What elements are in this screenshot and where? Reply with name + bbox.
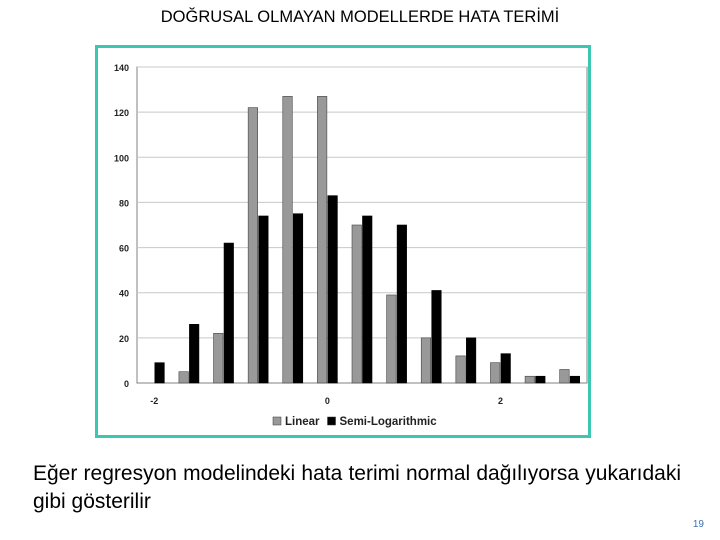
bar-linear xyxy=(455,355,466,384)
y-tick-label: 60 xyxy=(119,244,129,254)
bar-linear xyxy=(317,96,328,384)
bar-linear xyxy=(386,294,397,384)
x-tick-label: -2 xyxy=(150,396,158,406)
bar-linear xyxy=(420,337,432,384)
chart-frame: 0 20 40 60 80 100 120 140 -2 0 2 Linear Semi-Logar… xyxy=(95,45,591,438)
x-tick-label: 0 xyxy=(325,396,330,406)
y-tick-label: 40 xyxy=(119,289,129,299)
y-tick-label: 20 xyxy=(119,334,129,344)
bar-semi-log xyxy=(292,213,304,384)
bar-semi-log xyxy=(223,242,234,384)
x-tick-label: 2 xyxy=(498,396,503,406)
bar-linear xyxy=(213,333,224,384)
bar-linear xyxy=(524,375,535,384)
y-tick-label: 140 xyxy=(114,63,129,73)
bar-semi-log xyxy=(362,215,373,384)
legend-label-linear: Linear xyxy=(285,416,320,428)
bar-semi-log xyxy=(535,375,546,384)
slide-title: DOĞRUSAL OLMAYAN MODELLERDE HATA TERİMİ xyxy=(160,8,560,26)
bar-linear xyxy=(178,371,189,384)
bar-linear xyxy=(247,107,258,384)
bar-semi-log xyxy=(431,290,442,384)
legend-label-semi-log: Semi-Logarithmic xyxy=(340,416,438,428)
page-number: 19 xyxy=(692,519,704,530)
legend-swatch-linear xyxy=(272,416,282,426)
y-tick-label: 0 xyxy=(124,379,129,389)
y-tick-label: 100 xyxy=(114,153,129,163)
bar-semi-log xyxy=(189,324,200,384)
bar-semi-log xyxy=(466,337,477,384)
bar-linear xyxy=(559,369,570,384)
body-text: Eğer regresyon modelindeki hata terimi n… xyxy=(33,462,681,513)
bar-linear xyxy=(351,224,362,384)
bar-semi-log xyxy=(500,353,511,384)
y-tick-label: 120 xyxy=(114,108,129,118)
legend-swatch-semi-log xyxy=(327,416,336,426)
bar-semi-log xyxy=(154,362,165,384)
y-tick-label: 80 xyxy=(119,198,129,208)
bar-linear xyxy=(282,96,293,384)
plot-area xyxy=(136,66,588,384)
bar-semi-log xyxy=(327,195,338,384)
histogram-chart: 0 20 40 60 80 100 120 140 -2 0 2 Linear Semi-Logar… xyxy=(114,63,588,428)
bar-semi-log xyxy=(569,375,580,384)
bar-semi-log xyxy=(396,224,407,384)
bar-linear xyxy=(490,362,501,384)
bar-semi-log xyxy=(258,215,269,384)
